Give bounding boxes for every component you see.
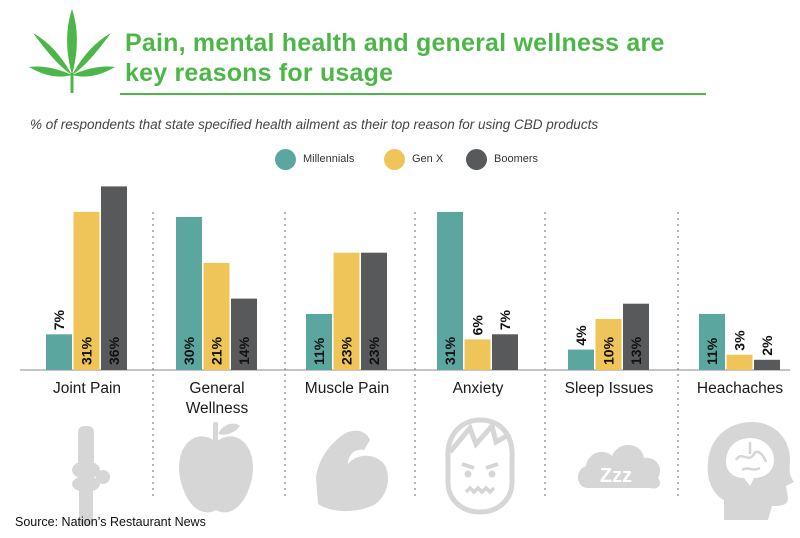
data-label: 6% xyxy=(470,315,486,336)
anxious-face-icon xyxy=(445,417,515,515)
bar-gen-x xyxy=(73,211,100,370)
data-label: 10% xyxy=(601,336,617,365)
data-label: 2% xyxy=(759,335,775,356)
data-label: 11% xyxy=(311,337,327,365)
data-label: 36% xyxy=(106,336,122,365)
data-label: 30% xyxy=(181,336,197,365)
bar-boomers xyxy=(754,359,780,370)
legend-swatch-millennials xyxy=(275,149,296,170)
category-label: General xyxy=(189,380,244,397)
data-label: 31% xyxy=(79,336,95,365)
bar-gen-x xyxy=(595,319,622,370)
sleep-cloud-icon: Zzz xyxy=(577,444,661,489)
apple-icon xyxy=(178,422,254,513)
bar-boomers xyxy=(101,186,127,370)
data-label: 13% xyxy=(628,336,644,365)
bar-boomers xyxy=(492,334,518,370)
chart-title: Pain, mental health and general wellness… xyxy=(125,28,785,88)
source-note: Source: Nation’s Restaurant News xyxy=(15,515,206,529)
data-label: 7% xyxy=(51,310,67,331)
category-label: Sleep Issues xyxy=(565,380,654,397)
legend-swatch-genx xyxy=(384,149,405,170)
title-line-2: key reasons for usage xyxy=(125,59,394,87)
data-label: 11% xyxy=(704,337,720,365)
bar-millennials xyxy=(176,217,202,370)
bar-millennials xyxy=(699,313,725,370)
bar-boomers xyxy=(623,303,649,370)
bar-boomers xyxy=(361,252,387,370)
legend-label-boomers: Boomers xyxy=(494,153,539,165)
zzz-text: Zzz xyxy=(600,465,632,487)
legend-label-millennials: Millennials xyxy=(303,153,355,165)
bar-gen-x xyxy=(203,262,230,370)
bar-boomers xyxy=(231,298,257,370)
flexed-arm-icon xyxy=(316,430,388,512)
data-label: 23% xyxy=(339,336,355,365)
data-label: 31% xyxy=(442,336,458,365)
bar-millennials xyxy=(437,211,463,370)
category-label: Anxiety xyxy=(453,380,504,397)
cannabis-leaf-logo xyxy=(27,7,117,100)
data-label: 23% xyxy=(366,336,382,365)
bar-gen-x xyxy=(333,252,360,370)
category-label: Muscle Pain xyxy=(305,380,389,397)
legend-swatch-boomers xyxy=(466,149,487,170)
category-label: Joint Pain xyxy=(53,380,121,397)
title-divider xyxy=(120,93,706,95)
bar-millennials xyxy=(306,313,332,370)
bar-millennials xyxy=(568,349,594,370)
legend-label-genx: Gen X xyxy=(412,153,444,165)
data-label: 7% xyxy=(497,310,513,331)
data-label: 14% xyxy=(236,336,252,365)
bar-gen-x xyxy=(726,354,753,370)
bar-gen-x xyxy=(464,339,491,370)
chart-subtitle: % of respondents that state specified he… xyxy=(30,117,599,132)
data-label: 3% xyxy=(732,330,748,351)
data-label: 4% xyxy=(573,325,589,346)
brain-head-icon xyxy=(707,422,794,520)
title-line-1: Pain, mental health and general wellness… xyxy=(125,29,665,57)
category-label: Wellness xyxy=(186,400,249,417)
knee-joint-icon xyxy=(72,426,110,526)
category-label: Heachaches xyxy=(697,380,783,397)
bar-millennials xyxy=(46,334,72,370)
data-label: 21% xyxy=(209,336,225,365)
